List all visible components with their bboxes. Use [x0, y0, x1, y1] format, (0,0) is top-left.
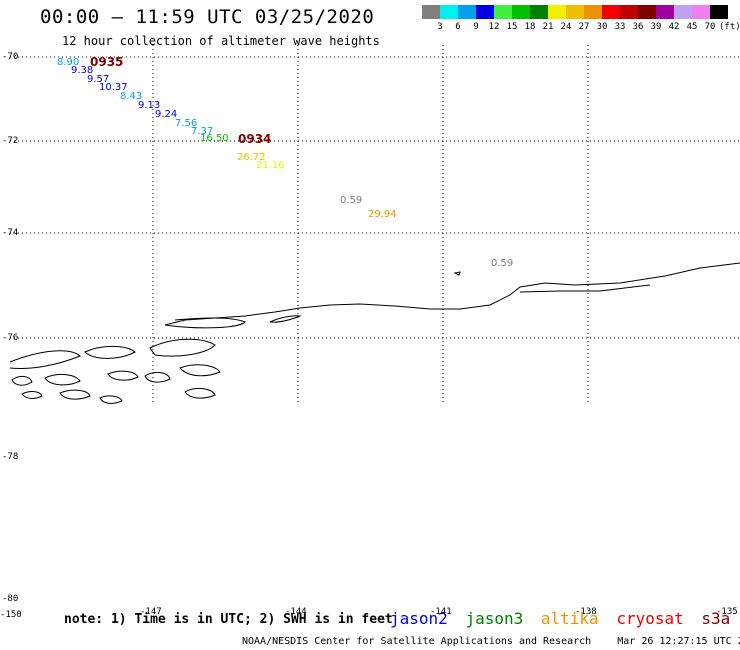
color-legend — [422, 5, 728, 19]
legend-label: (ft) — [719, 22, 740, 32]
satellite-name: altika — [540, 609, 599, 628]
generated-timestamp: Mar 26 12:27:15 UTC 2020 — [617, 636, 740, 647]
coast-segment — [519, 284, 651, 293]
legend-label: 9 — [473, 22, 479, 32]
footer-credit: NOAA/NESDIS Center for Satellite Applica… — [242, 636, 740, 647]
coast-segment — [269, 315, 302, 323]
legend-label: 70 — [704, 22, 716, 32]
legend-swatch — [638, 5, 656, 19]
legend-swatch — [710, 5, 728, 19]
legend-label: 18 — [524, 22, 536, 32]
wave-height-label: 21.16 — [256, 160, 285, 171]
wave-height-label: 9.24 — [155, 109, 178, 120]
legend-label: 21 — [542, 22, 554, 32]
legend-label: 36 — [632, 22, 644, 32]
wave-height-label: 8.90 — [57, 57, 80, 68]
legend-swatch — [494, 5, 512, 19]
legend-swatch — [584, 5, 602, 19]
island-outline — [149, 338, 216, 357]
legend-swatch — [620, 5, 638, 19]
lat-label: -74 — [2, 228, 19, 238]
legend-swatch — [530, 5, 548, 19]
ice-shelf-edge — [164, 262, 740, 326]
lat-label: -78 — [2, 452, 19, 462]
lat-label: -80 — [2, 594, 19, 604]
lon-label: -147 — [140, 607, 162, 617]
legend-label: 24 — [560, 22, 572, 32]
legend-label: 15 — [506, 22, 518, 32]
wave-height-label: 9.57 — [87, 74, 110, 85]
island-outline — [11, 375, 33, 386]
legend-label: 30 — [596, 22, 608, 32]
wave-height-label: 26.72 — [237, 152, 266, 163]
lat-label: -72 — [2, 136, 19, 146]
footer-note: note: 1) Time is in UTC; 2) SWH is in fe… — [64, 612, 393, 627]
island-outline — [44, 373, 81, 386]
legend-label: 27 — [578, 22, 590, 32]
legend-swatch — [692, 5, 710, 19]
legend-label: 42 — [668, 22, 680, 32]
wave-height-label: 9.38 — [71, 65, 94, 76]
lon-label: -135 — [716, 607, 738, 617]
wave-height-label: 7.37 — [191, 126, 214, 137]
legend-swatch — [548, 5, 566, 19]
coast-segment — [9, 350, 81, 369]
lon-label: -144 — [285, 607, 307, 617]
wave-height-label: 7.56 — [175, 118, 198, 129]
lat-label: -76 — [2, 333, 19, 343]
island-outline — [59, 389, 91, 400]
legend-swatch — [656, 5, 674, 19]
wave-height-label: 29.94 — [368, 209, 397, 220]
satellite-name: s3a — [701, 609, 731, 628]
legend-swatch — [422, 5, 440, 19]
wave-height-label: 9.13 — [138, 100, 161, 111]
island-outline — [107, 370, 139, 381]
legend-swatch — [674, 5, 692, 19]
island-outline — [99, 395, 123, 404]
legend-swatch — [458, 5, 476, 19]
coast-segment — [164, 317, 246, 329]
map-subtitle: 12 hour collection of altimeter wave hei… — [62, 34, 380, 48]
legend-swatch — [512, 5, 530, 19]
satellite-legend: jason2 jason3 altika cryosat s3a — [390, 609, 738, 628]
coastline — [9, 262, 740, 404]
legend-label: 45 — [686, 22, 698, 32]
credit-text: NOAA/NESDIS Center for Satellite Applica… — [242, 636, 592, 647]
wave-height-label: 8.43 — [120, 91, 143, 102]
island-outline — [21, 391, 43, 399]
lon-label: -138 — [575, 607, 597, 617]
map-title: 00:00 – 11:59 UTC 03/25/2020 — [40, 6, 375, 28]
satellite-name: cryosat — [616, 609, 684, 628]
island-outline — [84, 345, 136, 359]
satellite-name: jason2 — [390, 609, 448, 628]
lon-label: -141 — [430, 607, 452, 617]
island-outline — [179, 364, 221, 377]
wave-height-label: 0.59 — [491, 258, 514, 269]
legend-swatch — [440, 5, 458, 19]
legend-label: 6 — [455, 22, 461, 32]
legend-swatch — [566, 5, 584, 19]
small-island — [453, 271, 461, 276]
lat-lon-grid — [10, 45, 740, 405]
wave-height-label: 16.50 — [200, 133, 229, 144]
legend-label: 12 — [488, 22, 500, 32]
legend-label: 3 — [437, 22, 443, 32]
pass-time-label: 0935 — [90, 55, 124, 69]
satellite-name: jason3 — [465, 609, 524, 628]
wave-height-label: 10.37 — [99, 82, 128, 93]
legend-label: 39 — [650, 22, 662, 32]
wave-height-label: 0.59 — [340, 195, 363, 206]
legend-swatch — [476, 5, 494, 19]
lat-label: -70 — [2, 52, 19, 62]
pass-time-label: 0934 — [238, 132, 272, 146]
legend-label: 33 — [614, 22, 626, 32]
island-outline — [184, 387, 216, 399]
legend-swatch — [602, 5, 620, 19]
lon-label: -150 — [0, 610, 22, 620]
island-outline — [144, 371, 171, 383]
